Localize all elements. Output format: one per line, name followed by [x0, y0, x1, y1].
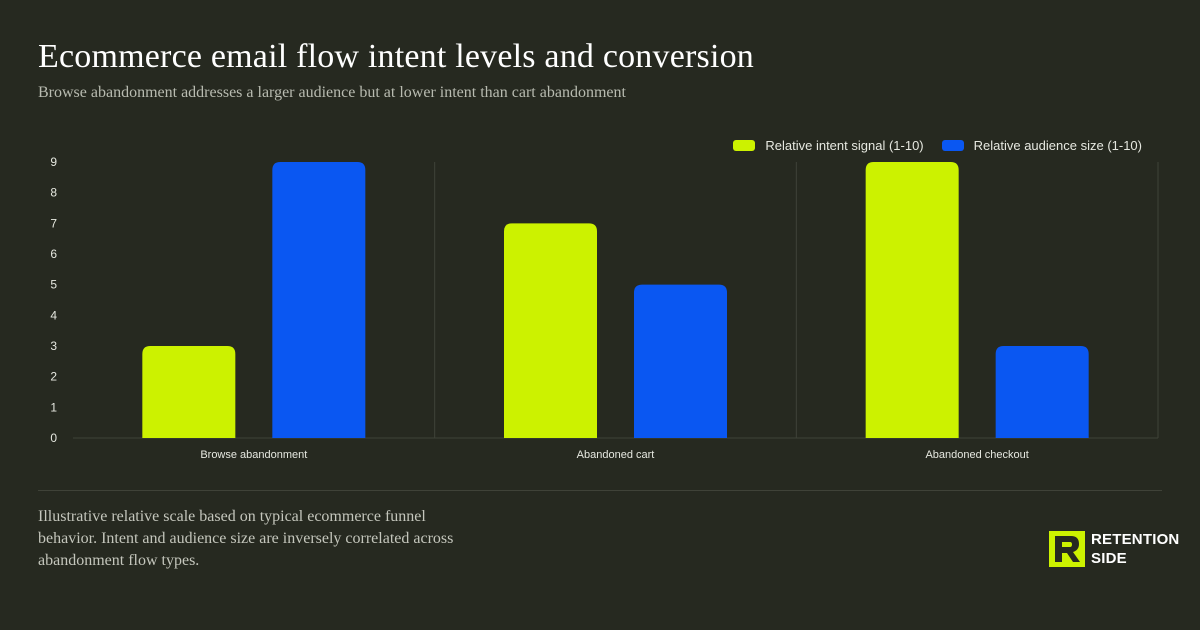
legend-label-audience: Relative audience size (1-10)	[973, 138, 1142, 153]
brand-line-1: RETENTION	[1091, 531, 1180, 548]
legend-item-intent: Relative intent signal (1-10)	[733, 138, 924, 153]
y-tick-label: 7	[50, 216, 57, 230]
x-tick-label: Abandoned cart	[577, 449, 655, 461]
bar-audience	[272, 162, 366, 438]
brand-line-2: SIDE	[1091, 550, 1127, 567]
footer-divider	[38, 490, 1162, 491]
y-tick-label: 4	[50, 308, 57, 322]
bar-audience	[995, 346, 1089, 438]
y-tick-label: 2	[50, 370, 57, 384]
y-tick-label: 9	[50, 155, 57, 169]
y-tick-label: 0	[50, 431, 57, 445]
bar-intent	[504, 223, 597, 438]
bar-intent	[142, 346, 236, 438]
chart-title: Ecommerce email flow intent levels and c…	[38, 38, 754, 75]
y-tick-label: 6	[50, 247, 57, 261]
legend-item-audience: Relative audience size (1-10)	[941, 138, 1142, 153]
y-tick-label: 5	[50, 278, 57, 292]
legend-swatch-intent	[733, 140, 756, 151]
chart-footnote: Illustrative relative scale based on typ…	[38, 508, 454, 569]
brand-wordmark: RETENTION SIDE	[1091, 530, 1179, 568]
bar-intent	[865, 162, 959, 438]
bar-chart: 0 1 2 3 4 5 6 7 8 9 Browse abandonment Abandoned ca…	[50, 155, 1159, 461]
y-tick-label: 3	[50, 339, 57, 353]
brand-logo: RETENTION SIDE	[1049, 530, 1179, 568]
x-tick-label: Browse abandonment	[200, 449, 307, 461]
legend-swatch-audience	[941, 140, 964, 151]
chart-legend: Relative intent signal (1-10) Relative a…	[733, 138, 1142, 153]
y-tick-label: 1	[50, 400, 57, 414]
x-tick-label: Abandoned checkout	[925, 449, 1028, 461]
chart-subtitle: Browse abandonment addresses a larger au…	[38, 84, 626, 101]
y-tick-label: 8	[50, 186, 57, 200]
bar-audience	[634, 284, 727, 438]
legend-label-intent: Relative intent signal (1-10)	[765, 138, 924, 153]
retention-side-logo-icon	[1049, 531, 1085, 567]
